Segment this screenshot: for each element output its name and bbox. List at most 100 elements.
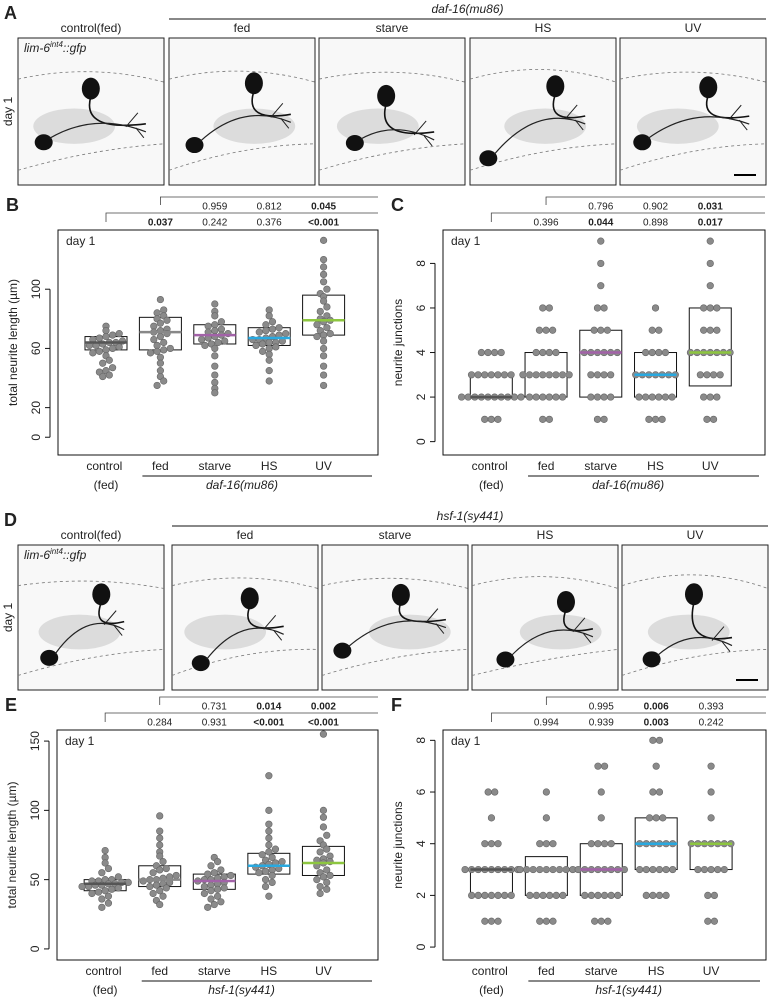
data-point [214, 338, 222, 347]
data-point [593, 393, 602, 401]
y-tick-label: 20 [29, 401, 43, 415]
x-tick-label: control (fed) [472, 459, 511, 492]
autofluorescence [213, 108, 296, 144]
genotype-label: hsf-1(sy441) [437, 509, 504, 523]
data-point [535, 326, 544, 334]
data-point [160, 338, 168, 347]
data-point [710, 891, 718, 899]
data-point [655, 393, 663, 401]
data-point [220, 884, 228, 892]
column-label: UV [687, 528, 704, 542]
column-label: control(fed) [61, 528, 122, 542]
data-point [265, 772, 273, 780]
p-value: 0.994 [534, 718, 559, 729]
data-point [265, 350, 273, 358]
data-point [265, 338, 273, 347]
data-point [474, 891, 482, 899]
neurite [347, 620, 447, 648]
data-point [115, 343, 123, 351]
data-point [88, 889, 96, 898]
data-point [261, 876, 270, 884]
box [469, 869, 513, 896]
data-point [268, 853, 276, 862]
x-tick-label-line: control [472, 459, 511, 473]
reporter-sup: int4 [50, 40, 63, 49]
x-tick-label: control (fed) [472, 964, 511, 997]
data-point [201, 341, 209, 350]
micrograph [17, 37, 165, 186]
data-point [607, 840, 615, 848]
data-point [211, 344, 219, 353]
data-point [468, 891, 476, 899]
autofluorescence [519, 614, 602, 650]
data-point [655, 891, 664, 899]
data-point [319, 730, 328, 738]
data-point [704, 891, 712, 899]
data-point [494, 840, 502, 848]
data-point [593, 304, 602, 312]
neurite [413, 120, 433, 147]
y-tick-label: 60 [29, 341, 43, 355]
cell-body [333, 642, 352, 659]
data-point [517, 393, 525, 401]
data-point [542, 326, 550, 334]
p-value: 0.014 [256, 702, 281, 713]
micrograph-frame [168, 37, 316, 186]
genotype-label: daf-16(mu86) [431, 2, 503, 16]
data-point [320, 344, 328, 353]
cell-body [244, 72, 263, 95]
data-point [162, 864, 170, 873]
data-point [156, 332, 164, 341]
data-point [313, 321, 321, 329]
p-value: 0.396 [534, 218, 559, 229]
data-point [607, 371, 615, 379]
p-value: 0.902 [643, 202, 668, 213]
reporter-suffix: ::gfp [63, 548, 87, 562]
data-point [326, 330, 334, 338]
data-point [261, 882, 270, 891]
p-value: 0.931 [202, 718, 227, 729]
p-value: 0.242 [202, 218, 227, 229]
data-point [507, 371, 515, 379]
micrograph [619, 37, 767, 186]
data-point [713, 393, 721, 401]
data-point [607, 891, 615, 899]
data-point [200, 882, 208, 891]
cell-body [642, 651, 661, 668]
data-point [707, 762, 715, 770]
data-point [648, 348, 656, 357]
data-point [211, 352, 219, 360]
data-point [591, 917, 599, 925]
cuticle-outline [321, 577, 469, 589]
p-value: 0.044 [588, 218, 613, 229]
data-point [211, 389, 219, 397]
data-point [198, 335, 206, 344]
inset-label: day 1 [65, 734, 95, 748]
column-label: starve [379, 528, 412, 542]
data-point [655, 788, 664, 796]
panel-letter: A [4, 3, 17, 23]
x-tick-label: UV [315, 459, 332, 473]
reporter-sup: int4 [50, 547, 63, 556]
data-point [108, 885, 116, 893]
neurite [493, 117, 586, 155]
data-point [166, 344, 174, 353]
data-point [259, 340, 267, 348]
x-tick-label-line: control [86, 459, 125, 473]
neurite [657, 636, 733, 656]
data-point [104, 892, 113, 900]
y-axis-title: total neurite length (µm) [5, 782, 19, 909]
data-point [552, 891, 560, 899]
p-value: 0.242 [699, 718, 724, 729]
row-label: day 1 [1, 96, 15, 126]
data-point [211, 321, 219, 329]
cell-body [496, 651, 515, 668]
data-point [316, 307, 324, 316]
data-point [323, 885, 331, 893]
x-tick-label-line: control [85, 964, 124, 978]
data-point [600, 762, 609, 770]
cell-body [92, 583, 111, 606]
data-point [481, 891, 489, 899]
column-label: fed [237, 528, 254, 542]
